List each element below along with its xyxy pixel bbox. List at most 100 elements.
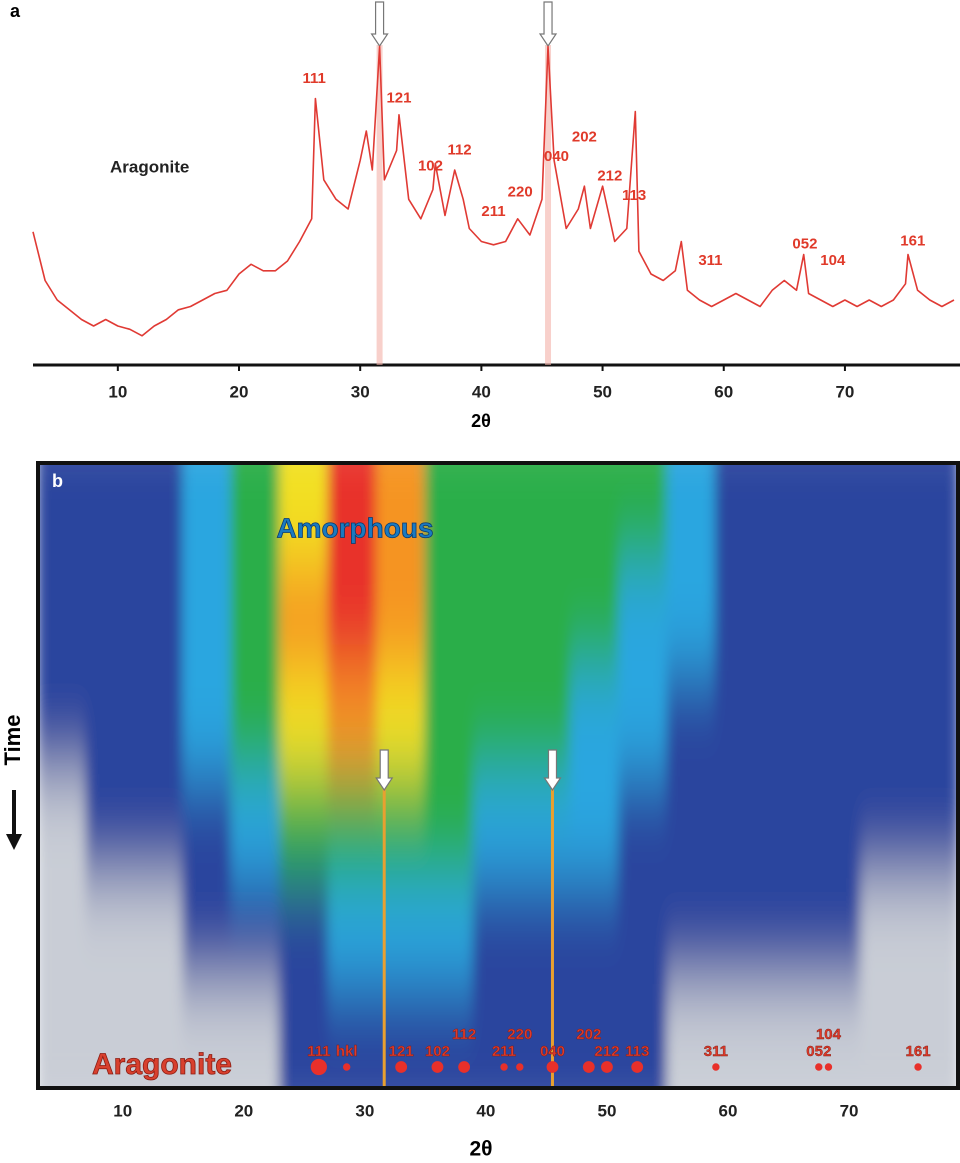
heat-cell <box>618 879 669 985</box>
x-tick-label: 30 <box>351 382 370 401</box>
peak-dot <box>310 1058 327 1076</box>
peak-dot <box>342 1063 351 1071</box>
x-tick-label: 20 <box>234 1101 253 1120</box>
heat-cell <box>472 879 524 985</box>
heat-cell <box>763 567 814 673</box>
x-axis-label: 2θ <box>469 1138 492 1161</box>
heat-cell <box>182 775 233 881</box>
heat-cell <box>327 463 378 569</box>
peak-dot <box>712 1063 720 1071</box>
peak-arrow <box>538 1 558 48</box>
x-tick-label: 70 <box>840 1101 859 1120</box>
heat-cell <box>327 983 378 1088</box>
heat-cell <box>424 567 475 673</box>
peak-annotation: 211 <box>481 203 505 220</box>
peak-dot <box>546 1061 559 1073</box>
heat-cell <box>327 879 378 985</box>
heat-cell <box>763 879 814 985</box>
heat-cell <box>763 775 814 881</box>
peak-annotation: 111 <box>302 70 325 87</box>
heat-cell <box>569 879 621 985</box>
heat-cell <box>424 671 475 777</box>
heat-cell <box>182 879 233 985</box>
peak-band <box>545 45 552 365</box>
x-tick-label: 70 <box>835 382 854 401</box>
heat-cell <box>85 775 136 881</box>
heat-cell <box>908 983 958 1088</box>
peak-label: hkl <box>336 1043 358 1060</box>
peak-dot <box>500 1063 508 1071</box>
peak-annotation: 212 <box>597 167 622 184</box>
heat-cell <box>618 567 669 673</box>
heat-cell <box>714 983 766 1088</box>
heat-cell <box>38 879 88 985</box>
heat-cell <box>230 775 282 881</box>
heat-cell <box>908 463 958 569</box>
heat-cell <box>472 775 524 881</box>
x-tick-label: 10 <box>113 1101 132 1120</box>
heat-cell <box>666 567 717 673</box>
heat-cell <box>714 671 766 777</box>
peak-band <box>376 45 383 365</box>
peak-annotation: 311 <box>698 252 722 269</box>
x-tick-label: 40 <box>472 382 491 401</box>
heat-cell <box>714 463 766 569</box>
heat-cell <box>763 671 814 777</box>
heat-cell <box>230 671 282 777</box>
heat-cell <box>38 463 88 569</box>
heat-cell <box>666 671 717 777</box>
peak-dot <box>458 1061 471 1073</box>
peak-dot <box>824 1063 833 1071</box>
peak-dot <box>395 1061 408 1073</box>
heat-cell <box>38 567 88 673</box>
heat-cell <box>860 671 911 777</box>
peak-label: 104 <box>816 1026 842 1043</box>
heat-cell <box>424 879 475 985</box>
heat-cell <box>85 567 136 673</box>
peak-annotation: 052 <box>792 236 817 253</box>
heat-cell <box>472 463 524 569</box>
heat-cell <box>908 879 958 985</box>
x-tick-label: 60 <box>719 1101 738 1120</box>
heat-cell <box>521 775 572 881</box>
peak-annotation: 040 <box>544 148 569 165</box>
heat-cell <box>279 463 330 569</box>
x-tick-label: 50 <box>597 1101 616 1120</box>
heat-cell <box>714 775 766 881</box>
heat-cell <box>569 567 621 673</box>
heat-cell <box>908 567 958 673</box>
heat-cell <box>714 879 766 985</box>
heat-cell <box>763 983 814 1088</box>
heat-cell <box>424 775 475 881</box>
peak-annotation: 161 <box>900 232 925 249</box>
peak-dot <box>601 1061 613 1073</box>
heat-cell <box>811 775 863 881</box>
peak-label: 040 <box>540 1043 565 1060</box>
heat-cell <box>472 983 524 1088</box>
heat-cell <box>521 671 572 777</box>
heat-cell <box>569 983 621 1088</box>
peak-dot <box>914 1063 922 1071</box>
sample-label: Aragonite <box>110 157 189 176</box>
heat-cell <box>569 775 621 881</box>
heatmap-cells <box>38 463 958 1088</box>
plot-frame <box>36 461 960 1090</box>
heat-cell <box>133 983 185 1088</box>
panel-label: a <box>10 1 21 21</box>
peak-annotation: 202 <box>572 128 597 145</box>
heat-cell <box>666 463 717 569</box>
heat-cell <box>375 567 427 673</box>
time-arrow-head <box>6 834 22 850</box>
heat-cell <box>860 567 911 673</box>
heat-cell <box>230 567 282 673</box>
heat-cell <box>327 671 378 777</box>
peak-label: 220 <box>507 1026 532 1043</box>
peak-label: 161 <box>906 1043 931 1060</box>
peak-label: 112 <box>452 1026 476 1043</box>
panel-label: b <box>52 471 63 491</box>
heat-cell <box>133 567 185 673</box>
heat-cell <box>279 671 330 777</box>
